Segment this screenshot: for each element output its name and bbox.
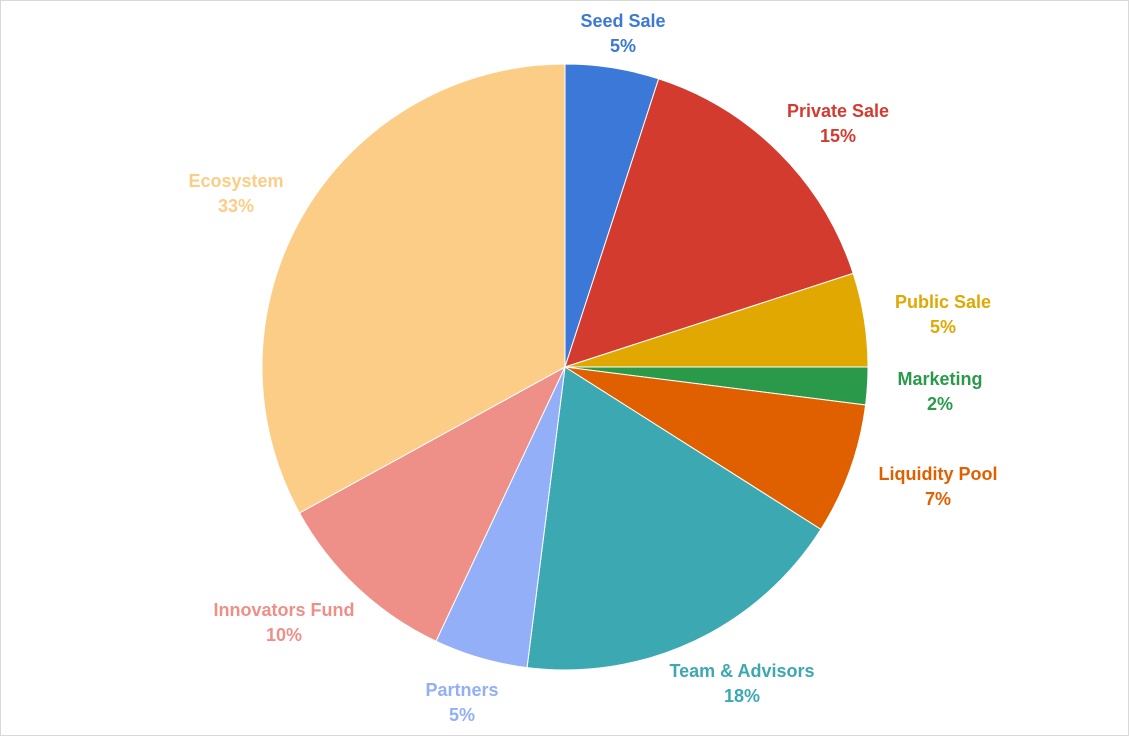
slice-liquidity-pool: [564, 366, 867, 531]
slice-label-ecosystem: Ecosystem: [188, 171, 283, 191]
slice-label-private-sale: Private Sale: [787, 101, 889, 121]
pie-labels: Seed Sale 5% Private Sale 15% Public Sale 5% M…: [188, 11, 997, 725]
slice-pct-public-sale: 5%: [930, 317, 956, 337]
slice-pct-marketing: 2%: [927, 394, 953, 414]
slice-label-liquidity-pool: Liquidity Pool: [879, 464, 998, 484]
slice-pct-seed-sale: 5%: [610, 36, 636, 56]
slice-label-public-sale: Public Sale: [895, 292, 991, 312]
slice-label-marketing: Marketing: [897, 369, 982, 389]
slice-team-advisors: [526, 366, 822, 671]
slice-label-team-advisors: Team & Advisors: [669, 661, 814, 681]
slice-pct-innovators-fund: 10%: [266, 625, 302, 645]
slice-pct-partners: 5%: [449, 705, 475, 725]
slice-pct-liquidity-pool: 7%: [925, 489, 951, 509]
slice-pct-ecosystem: 33%: [218, 196, 254, 216]
slice-pct-team-advisors: 18%: [724, 686, 760, 706]
slice-label-partners: Partners: [425, 680, 498, 700]
slice-ecosystem: [261, 63, 566, 514]
pie-slices: [261, 63, 869, 671]
slice-innovators-fund: [298, 365, 567, 642]
slice-private-sale: [564, 78, 854, 368]
slice-label-innovators-fund: Innovators Fund: [214, 600, 355, 620]
slice-label-seed-sale: Seed Sale: [580, 11, 665, 31]
slice-pct-private-sale: 15%: [820, 126, 856, 146]
